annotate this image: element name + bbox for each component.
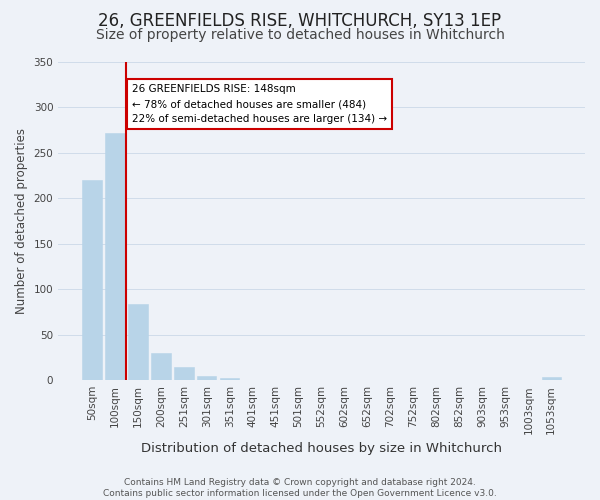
Bar [220, 378, 239, 380]
Bar [151, 353, 170, 380]
Bar [174, 368, 194, 380]
Bar [197, 376, 217, 380]
Text: 26, GREENFIELDS RISE, WHITCHURCH, SY13 1EP: 26, GREENFIELDS RISE, WHITCHURCH, SY13 1… [98, 12, 502, 30]
X-axis label: Distribution of detached houses by size in Whitchurch: Distribution of detached houses by size … [141, 442, 502, 455]
Text: Contains HM Land Registry data © Crown copyright and database right 2024.
Contai: Contains HM Land Registry data © Crown c… [103, 478, 497, 498]
Y-axis label: Number of detached properties: Number of detached properties [15, 128, 28, 314]
Bar [82, 180, 101, 380]
Text: Size of property relative to detached houses in Whitchurch: Size of property relative to detached ho… [95, 28, 505, 42]
Bar [128, 304, 148, 380]
Bar [542, 378, 561, 380]
Text: 26 GREENFIELDS RISE: 148sqm
← 78% of detached houses are smaller (484)
22% of se: 26 GREENFIELDS RISE: 148sqm ← 78% of det… [132, 84, 387, 124]
Bar [105, 134, 125, 380]
